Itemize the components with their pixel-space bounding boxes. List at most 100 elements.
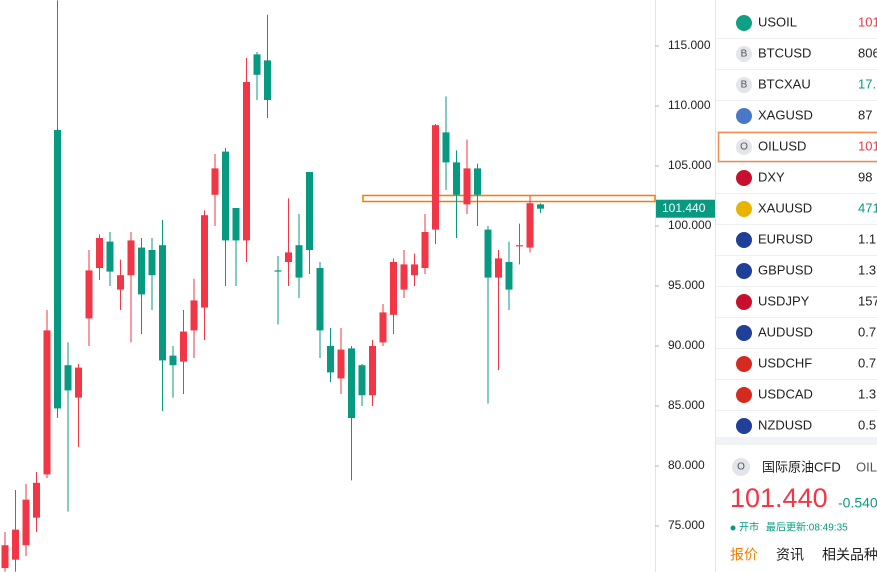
candle-body xyxy=(327,346,334,373)
candle-body xyxy=(421,231,429,268)
drawn-box xyxy=(362,194,656,203)
candle-body xyxy=(463,168,471,205)
symbol-price: 8068 xyxy=(858,45,877,60)
candle-body xyxy=(180,331,187,362)
symbol-icon xyxy=(736,15,752,31)
current-price-box xyxy=(656,199,715,218)
candle-body xyxy=(453,162,460,195)
symbol-icon xyxy=(736,46,752,62)
candle-body xyxy=(484,229,492,278)
candle-body xyxy=(295,245,303,278)
candle-body xyxy=(505,261,513,290)
candle-body xyxy=(201,215,208,308)
symbol-name: XAUUSD xyxy=(758,200,812,215)
symbol-price: 0.7 xyxy=(858,324,876,339)
candle-body xyxy=(274,270,282,272)
symbol-name: USDJPY xyxy=(758,293,810,308)
candle-body xyxy=(379,312,387,343)
symbol-price: 101 xyxy=(858,14,877,29)
symbol-price: 0.7 xyxy=(858,355,876,370)
symbol-price: 1.3 xyxy=(858,386,876,401)
candle-body xyxy=(106,241,114,272)
quote-code: OIL xyxy=(856,459,877,474)
candle-body xyxy=(495,258,502,278)
candle-body xyxy=(253,54,261,75)
candle-body xyxy=(12,529,19,560)
candle-body xyxy=(85,270,93,319)
symbol-icon xyxy=(736,139,752,155)
candle-body xyxy=(222,151,229,241)
candle-body xyxy=(96,237,103,268)
symbol-icon xyxy=(736,356,752,372)
symbol-name: EURUSD xyxy=(758,231,813,246)
symbol-icon xyxy=(736,263,752,279)
y-tick-label: 85.000 xyxy=(668,398,705,412)
symbol-icon xyxy=(736,418,752,434)
y-tick-label: 75.000 xyxy=(668,518,705,532)
candle-body xyxy=(474,168,481,195)
candle-body xyxy=(33,482,40,518)
symbol-icon xyxy=(736,325,752,341)
symbol-name: AUDUSD xyxy=(758,324,813,339)
symbol-price: 1.3 xyxy=(858,262,876,277)
quote-icon-letter: O xyxy=(737,462,745,473)
candle-body xyxy=(369,346,376,396)
y-tick-label: 95.000 xyxy=(668,278,705,292)
current-price-label: 101.440 xyxy=(662,201,706,215)
symbol-icon xyxy=(736,232,752,248)
candle-body xyxy=(306,171,313,250)
candle-body xyxy=(264,60,271,100)
candle-body xyxy=(285,252,292,262)
symbol-price: 471 xyxy=(858,200,877,215)
symbol-icon xyxy=(736,294,752,310)
candle-body xyxy=(22,499,30,546)
y-tick-label: 100.000 xyxy=(668,218,712,232)
candle-body xyxy=(516,245,523,247)
candle-body xyxy=(358,365,366,396)
selected-row xyxy=(717,131,877,163)
tab[interactable]: 资讯 xyxy=(776,547,804,563)
symbol-price: 101 xyxy=(858,138,877,153)
symbol-name: DXY xyxy=(758,169,785,184)
candle-body xyxy=(400,264,408,290)
symbol-icon xyxy=(736,170,752,186)
symbol-name: USOIL xyxy=(758,14,797,29)
status-dot xyxy=(730,525,736,531)
symbol-price: 0.5 xyxy=(858,417,876,432)
symbol-name: BTCUSD xyxy=(758,45,811,60)
tab[interactable]: 报价 xyxy=(730,547,758,563)
symbol-icon xyxy=(736,108,752,124)
quote-updated: 最后更新:08:49:35 xyxy=(766,521,848,534)
symbol-icon xyxy=(736,201,752,217)
symbol-icon-letter: B xyxy=(741,80,748,91)
candle-body xyxy=(348,348,355,419)
quote-change: -0.540 xyxy=(838,495,877,511)
tab[interactable]: 相关品种 xyxy=(822,547,877,563)
panel-gap xyxy=(716,437,877,445)
symbol-icon-letter: O xyxy=(740,142,748,153)
symbol-icon xyxy=(736,77,752,93)
candle-body xyxy=(442,132,450,163)
candle-body xyxy=(243,81,250,241)
candle-body xyxy=(148,249,156,276)
candle-body xyxy=(138,247,145,295)
candle-body xyxy=(337,349,345,379)
candle-body xyxy=(1,545,9,569)
symbol-price: 87 xyxy=(858,107,872,122)
candle-body xyxy=(432,125,439,230)
symbol-name: USDCAD xyxy=(758,386,813,401)
candle-body xyxy=(411,264,418,276)
y-tick-label: 115.000 xyxy=(668,38,711,52)
symbol-name: NZDUSD xyxy=(758,417,812,432)
y-tick-label: 105.000 xyxy=(668,158,712,172)
symbol-name: GBPUSD xyxy=(758,262,813,277)
quote-icon xyxy=(732,458,750,476)
candle-body xyxy=(64,365,72,391)
quote-status: 开市 xyxy=(739,521,759,534)
candle-body xyxy=(75,367,82,398)
quote-name: 国际原油CFD xyxy=(762,459,841,474)
symbol-icon-letter: B xyxy=(741,49,748,60)
candle-body xyxy=(211,168,219,195)
candle-body xyxy=(127,240,135,276)
